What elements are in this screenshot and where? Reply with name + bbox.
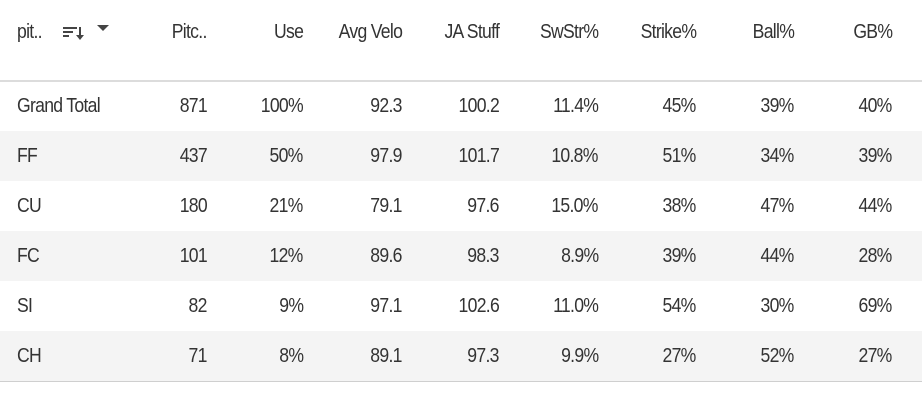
- cell-value: 871: [179, 95, 208, 117]
- column-header[interactable]: Ball%: [752, 21, 795, 43]
- row-label: Grand Total: [17, 95, 101, 117]
- cell-value: 100.2: [458, 95, 499, 117]
- cell-value: 54%: [662, 295, 697, 317]
- column-header[interactable]: JA Stuff: [444, 21, 499, 43]
- sort-controls[interactable]: [60, 22, 116, 44]
- cell-value: 27%: [858, 345, 893, 367]
- header-divider: [0, 80, 922, 82]
- cell-value: 11.4%: [552, 95, 599, 117]
- row-label: CH: [17, 345, 42, 367]
- cell-value: 44%: [760, 245, 795, 267]
- column-header[interactable]: Avg Velo: [338, 21, 402, 43]
- cell-value: 51%: [662, 145, 697, 167]
- row-label: FC: [17, 245, 40, 267]
- table-bottom-border: [0, 381, 922, 382]
- cell-value: 30%: [760, 295, 795, 317]
- cell-value: 47%: [760, 195, 795, 217]
- cell-value: 97.6: [467, 195, 500, 217]
- cell-value: 97.9: [370, 145, 403, 167]
- cell-value: 39%: [760, 95, 795, 117]
- cell-value: 79.1: [370, 195, 403, 217]
- cell-value: 12%: [269, 245, 304, 267]
- row-label: SI: [17, 295, 33, 317]
- cell-value: 101.7: [458, 145, 499, 167]
- cell-value: 82: [188, 295, 208, 317]
- row-background: [0, 231, 922, 281]
- cell-value: 71: [188, 345, 208, 367]
- cell-value: 69%: [858, 295, 893, 317]
- cell-value: 437: [179, 145, 208, 167]
- cell-value: 28%: [858, 245, 893, 267]
- cell-value: 34%: [760, 145, 795, 167]
- column-header[interactable]: Use: [273, 21, 304, 43]
- cell-value: 100%: [260, 95, 304, 117]
- cell-value: 89.1: [370, 345, 403, 367]
- cell-value: 50%: [269, 145, 304, 167]
- cell-value: 180: [179, 195, 208, 217]
- row-label: CU: [17, 195, 42, 217]
- cell-value: 9%: [278, 295, 304, 317]
- cell-value: 21%: [269, 195, 304, 217]
- cell-value: 101: [179, 245, 208, 267]
- row-label: FF: [17, 145, 38, 167]
- cell-value: 27%: [662, 345, 697, 367]
- cell-value: 97.3: [467, 345, 500, 367]
- cell-value: 92.3: [370, 95, 403, 117]
- column-header[interactable]: SwStr%: [539, 21, 599, 43]
- cell-value: 8.9%: [560, 245, 599, 267]
- cell-value: 40%: [858, 95, 893, 117]
- column-header[interactable]: Pitc..: [172, 21, 208, 43]
- cell-value: 98.3: [467, 245, 500, 267]
- cell-value: 9.9%: [560, 345, 599, 367]
- cell-value: 39%: [662, 245, 697, 267]
- row-background: [0, 131, 922, 181]
- cell-value: 39%: [858, 145, 893, 167]
- column-header[interactable]: Strike%: [640, 21, 696, 43]
- cell-value: 44%: [858, 195, 893, 217]
- cell-value: 10.8%: [551, 145, 599, 167]
- cell-value: 102.6: [458, 295, 499, 317]
- column-header[interactable]: pit..: [17, 21, 43, 43]
- cell-value: 89.6: [370, 245, 403, 267]
- cell-value: 38%: [662, 195, 697, 217]
- cell-value: 8%: [278, 345, 304, 367]
- cell-value: 15.0%: [551, 195, 599, 217]
- cell-value: 52%: [760, 345, 795, 367]
- cell-value: 45%: [662, 95, 697, 117]
- row-background: [0, 331, 922, 381]
- column-header[interactable]: GB%: [853, 21, 893, 43]
- cell-value: 97.1: [370, 295, 403, 317]
- cell-value: 11.0%: [552, 295, 599, 317]
